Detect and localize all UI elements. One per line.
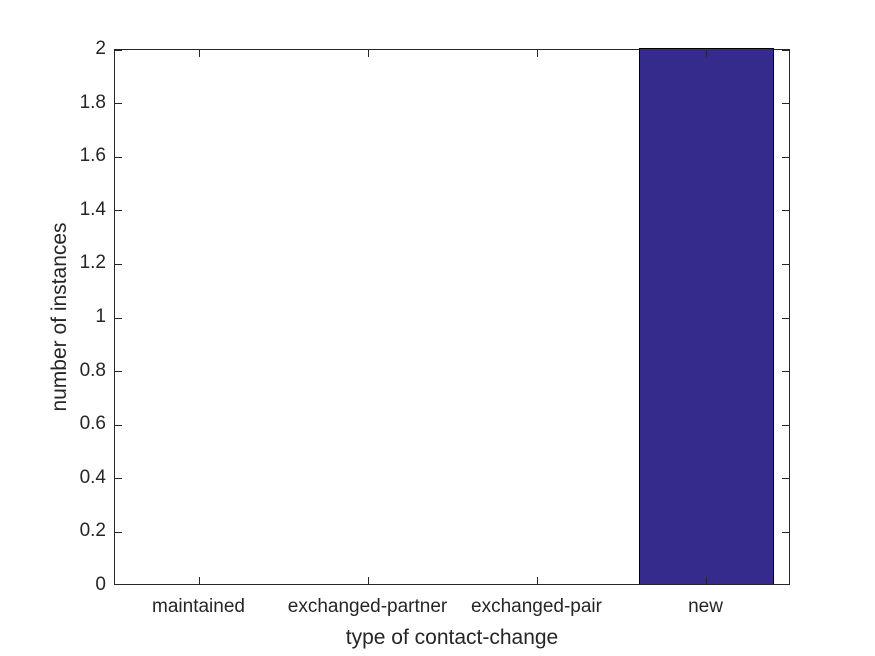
x-tick-top [368,50,369,57]
x-tick-bottom [706,577,707,584]
y-tick-left [115,424,122,426]
x-tick-label-exchanged-pair: exchanged-pair [471,596,602,617]
y-tick-left [115,263,122,265]
x-tick-top [706,50,707,57]
y-tick-label: 0.2 [79,520,106,542]
y-tick-label: 0.6 [79,413,106,435]
y-tick-label: 0.4 [79,466,106,488]
y-tick-right [782,210,789,212]
y-tick-label: 2 [95,38,106,59]
x-tick-bottom [537,577,538,584]
y-tick-left [115,531,122,533]
x-tick-label-new: new [688,596,723,617]
y-tick-right [782,263,789,265]
x-tick-bottom [199,577,200,584]
y-tick-right [782,156,789,158]
x-tick-top [537,50,538,57]
x-tick-label-maintained: maintained [152,596,245,617]
x-tick-label-exchanged-partner: exchanged-partner [287,596,448,617]
y-tick-left [115,210,122,212]
y-tick-left [115,103,122,105]
y-tick-left [115,584,122,585]
y-tick-left [115,50,122,51]
y-tick-right [782,371,789,373]
y-tick-label: 1.6 [79,145,106,167]
y-tick-label: 0 [95,574,106,595]
y-tick-right [782,531,789,533]
y-tick-left [115,156,122,158]
plot-area [114,48,790,585]
bars-layer [115,48,789,584]
y-tick-label: 0.8 [79,359,106,381]
bar-new [638,48,775,584]
y-tick-left [115,317,122,319]
ticks-layer [115,50,789,585]
y-tick-label: 1.2 [79,252,106,274]
y-tick-right [782,478,789,480]
y-tick-left [115,478,122,480]
y-tick-label: 1 [95,306,106,327]
y-tick-right [782,584,789,585]
y-tick-right [782,103,789,105]
y-tick-right [782,317,789,319]
y-tick-label: 1.8 [79,91,106,113]
x-tick-top [199,50,200,57]
y-tick-right [782,424,789,426]
x-tick-bottom [368,577,369,584]
y-tick-label: 1.4 [79,198,106,220]
x-axis-label: type of contact-change [345,626,559,649]
y-tick-right [782,50,789,51]
y-tick-left [115,371,122,373]
